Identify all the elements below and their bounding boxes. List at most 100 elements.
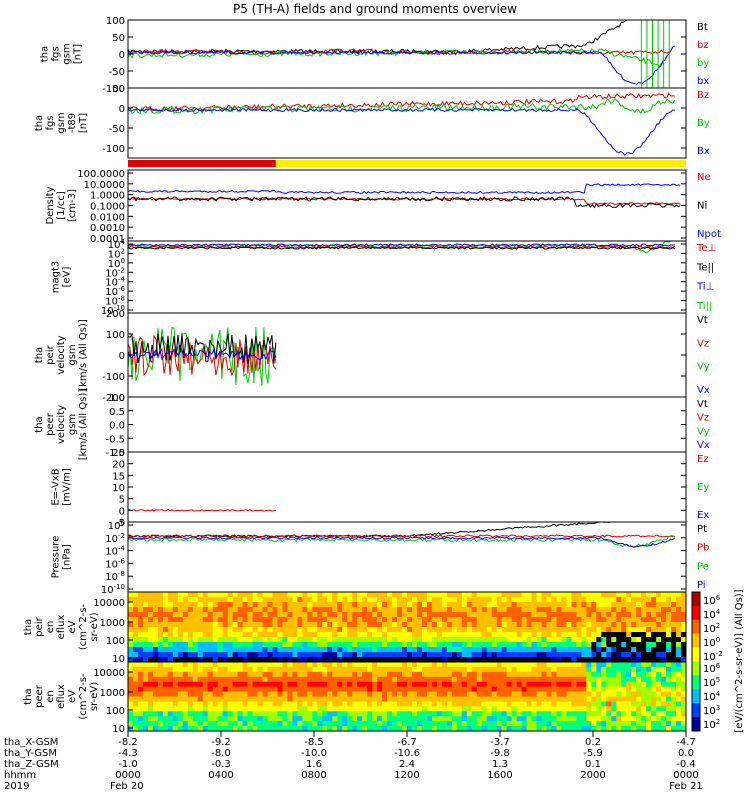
spectrogram-cell [257, 686, 264, 693]
spectrogram-cell [571, 701, 577, 707]
spectrogram-cell [367, 632, 373, 638]
spectrogram-cell [242, 637, 249, 643]
spectrogram-cell [322, 607, 328, 613]
spectrogram-cell [352, 666, 358, 673]
spectrogram-cell [152, 632, 159, 638]
spectrogram-cell [128, 666, 134, 673]
spectrogram-cell [307, 652, 313, 658]
spectrogram-cell [167, 686, 174, 693]
spectrogram-cell [516, 617, 523, 623]
spectrogram-cell [656, 627, 662, 633]
spectrogram-cell [352, 657, 358, 663]
spectrogram-cell [177, 592, 184, 598]
spectrogram-cell [292, 721, 298, 727]
spectrogram-cell [377, 642, 383, 648]
spectrogram-cell [671, 632, 677, 638]
spectrogram-cell [128, 647, 134, 653]
spectrogram-cell [451, 696, 458, 702]
spectrogram-cell [337, 642, 343, 648]
spectrogram-cell [182, 627, 189, 633]
spectrogram-cell [392, 711, 398, 717]
spectrogram-cell [147, 726, 154, 732]
spectrogram-cell [656, 652, 662, 658]
spectrogram-cell [362, 637, 368, 643]
spectrogram-cell [676, 666, 682, 673]
spectrogram-cell [382, 726, 388, 732]
spectrogram-cell [262, 637, 268, 643]
spectrogram-cell [671, 666, 677, 673]
spectrogram-cell [626, 592, 632, 598]
spectrogram-cell [536, 622, 543, 628]
spectrogram-cell [267, 642, 273, 648]
spectrogram-cell [397, 647, 403, 653]
spectrogram-cell [491, 592, 498, 598]
legend-entry: Vy [697, 362, 710, 373]
panel-frame-peir-velocity [127, 312, 687, 398]
spectrogram-cell [461, 632, 468, 638]
spectrogram-cell [232, 657, 239, 663]
spectrogram-cell [421, 726, 428, 732]
spectrogram-cell [486, 652, 493, 658]
spectrogram-cell [132, 706, 139, 712]
spectrogram-cell [247, 676, 254, 683]
spectrogram-cell [142, 637, 149, 643]
spectrogram-cell [461, 592, 468, 598]
spectrogram-cell [307, 622, 313, 628]
spectrogram-cell [167, 612, 174, 618]
spectrogram-cell [601, 666, 607, 673]
spectrogram-cell [441, 592, 448, 598]
spectrogram-cell [581, 721, 587, 727]
spectrogram-cell [377, 647, 383, 653]
spectrogram-cell [461, 696, 468, 702]
spectrogram-cell [197, 612, 204, 618]
spectrogram-cell [676, 681, 682, 688]
spectrogram-cell [367, 607, 373, 613]
spectrogram-cell [681, 726, 687, 732]
spectrogram-cell [501, 726, 508, 732]
spectrogram-cell [431, 617, 438, 623]
spectrogram-cell [382, 706, 388, 712]
spectrogram-cell [147, 671, 154, 678]
spectrogram-cell [651, 617, 657, 623]
spectrogram-cell [292, 666, 298, 673]
spectrogram-cell [496, 617, 503, 623]
spectrogram-cell [546, 691, 552, 697]
spectrogram-cell [446, 696, 453, 702]
spectrogram-cell [526, 726, 533, 732]
spectrogram-cell [651, 642, 657, 648]
spectrogram-cell [352, 706, 358, 712]
spectrogram-cell [242, 691, 249, 697]
spectrogram-cell [606, 662, 612, 668]
x-row-value: -5.9 [583, 748, 603, 759]
spectrogram-cell [282, 627, 288, 633]
spectrogram-cell [616, 612, 622, 618]
spectrogram-cell [322, 681, 328, 688]
spectrogram-cell [217, 617, 224, 623]
spectrogram-cell [526, 706, 533, 712]
spectrogram-cell [596, 627, 602, 633]
spectrogram-cell [431, 716, 438, 722]
spectrogram-cell [681, 622, 687, 628]
spectrogram-cell [242, 632, 249, 638]
spectrogram-cell [441, 726, 448, 732]
spectrogram-cell [461, 721, 468, 727]
spectrogram-cell [172, 607, 179, 613]
spectrogram-cell [242, 671, 249, 678]
spectrogram-cell [411, 691, 418, 697]
spectrogram-cell [566, 716, 572, 722]
spectrogram-cell [566, 666, 572, 673]
spectrogram-cell [387, 592, 393, 598]
spectrogram-cell [132, 647, 139, 653]
mode-bar-slow [128, 160, 276, 167]
spectrogram-cell [202, 607, 209, 613]
colorbar-segment [692, 605, 700, 621]
spectrogram-cell [402, 617, 408, 623]
spectrogram-cell [327, 716, 333, 722]
spectrogram-cell [282, 592, 288, 598]
spectrogram-cell [491, 686, 498, 693]
spectrogram-cell [611, 721, 617, 727]
spectrogram-cell [132, 671, 139, 678]
spectrogram-cell [327, 691, 333, 697]
spectrogram-cell [292, 671, 298, 678]
spectrogram-cell [451, 676, 458, 683]
